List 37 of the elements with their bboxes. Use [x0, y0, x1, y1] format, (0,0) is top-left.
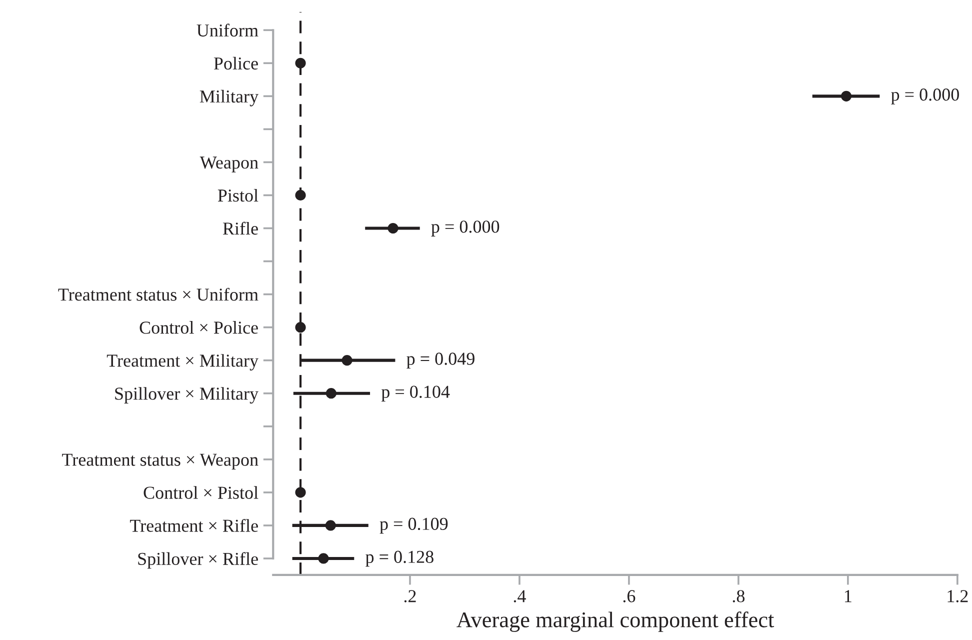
y-tick-label: Control × Police: [140, 321, 258, 334]
point: [295, 487, 306, 498]
y-tick-label: Rifle: [222, 222, 258, 235]
y-tick-label: Treatment × Rifle: [130, 518, 258, 532]
point: [318, 553, 329, 564]
annotation: p = 0.049: [406, 352, 474, 369]
point: [295, 322, 306, 333]
y-tick-label: Treatment status × Uniform: [58, 288, 258, 301]
y-tick-label: Control × Pistol: [144, 486, 258, 499]
y-tick-label: Weapon: [200, 156, 258, 172]
y-tick-label: Spillover × Rifle: [138, 552, 258, 569]
point: [295, 190, 306, 201]
y-tick-label: Spillover × Military: [115, 387, 258, 404]
x-tick-label: 1: [845, 590, 852, 602]
point: [342, 355, 352, 366]
annotation: p = 0.000: [891, 88, 959, 104]
y-tick-label: Military: [200, 90, 258, 106]
x-axis-title: Average marginal component effect: [456, 611, 774, 632]
y-tick-label: Police: [214, 56, 258, 70]
annotation: p = 0.104: [381, 386, 450, 402]
annotation: p = 0.128: [366, 550, 434, 567]
annotation: p = 0.109: [380, 518, 448, 534]
point: [326, 388, 336, 399]
x-tick-label: .8: [732, 590, 745, 602]
point: [295, 58, 306, 68]
y-tick-label: Treatment × Military: [106, 354, 258, 370]
y-tick-label: Uniform: [196, 24, 258, 37]
x-tick-label: 1.2: [948, 590, 968, 602]
y-tick-label: Treatment status × Weapon: [62, 454, 258, 470]
x-tick-label: .4: [514, 590, 526, 602]
point: [325, 520, 336, 531]
x-tick-label: .6: [623, 590, 636, 602]
x-tick-label: .2: [404, 590, 416, 602]
annotation: p = 0.000: [431, 220, 500, 236]
point: [388, 222, 398, 234]
y-tick-label: Pistol: [218, 188, 258, 202]
point: [840, 90, 852, 102]
